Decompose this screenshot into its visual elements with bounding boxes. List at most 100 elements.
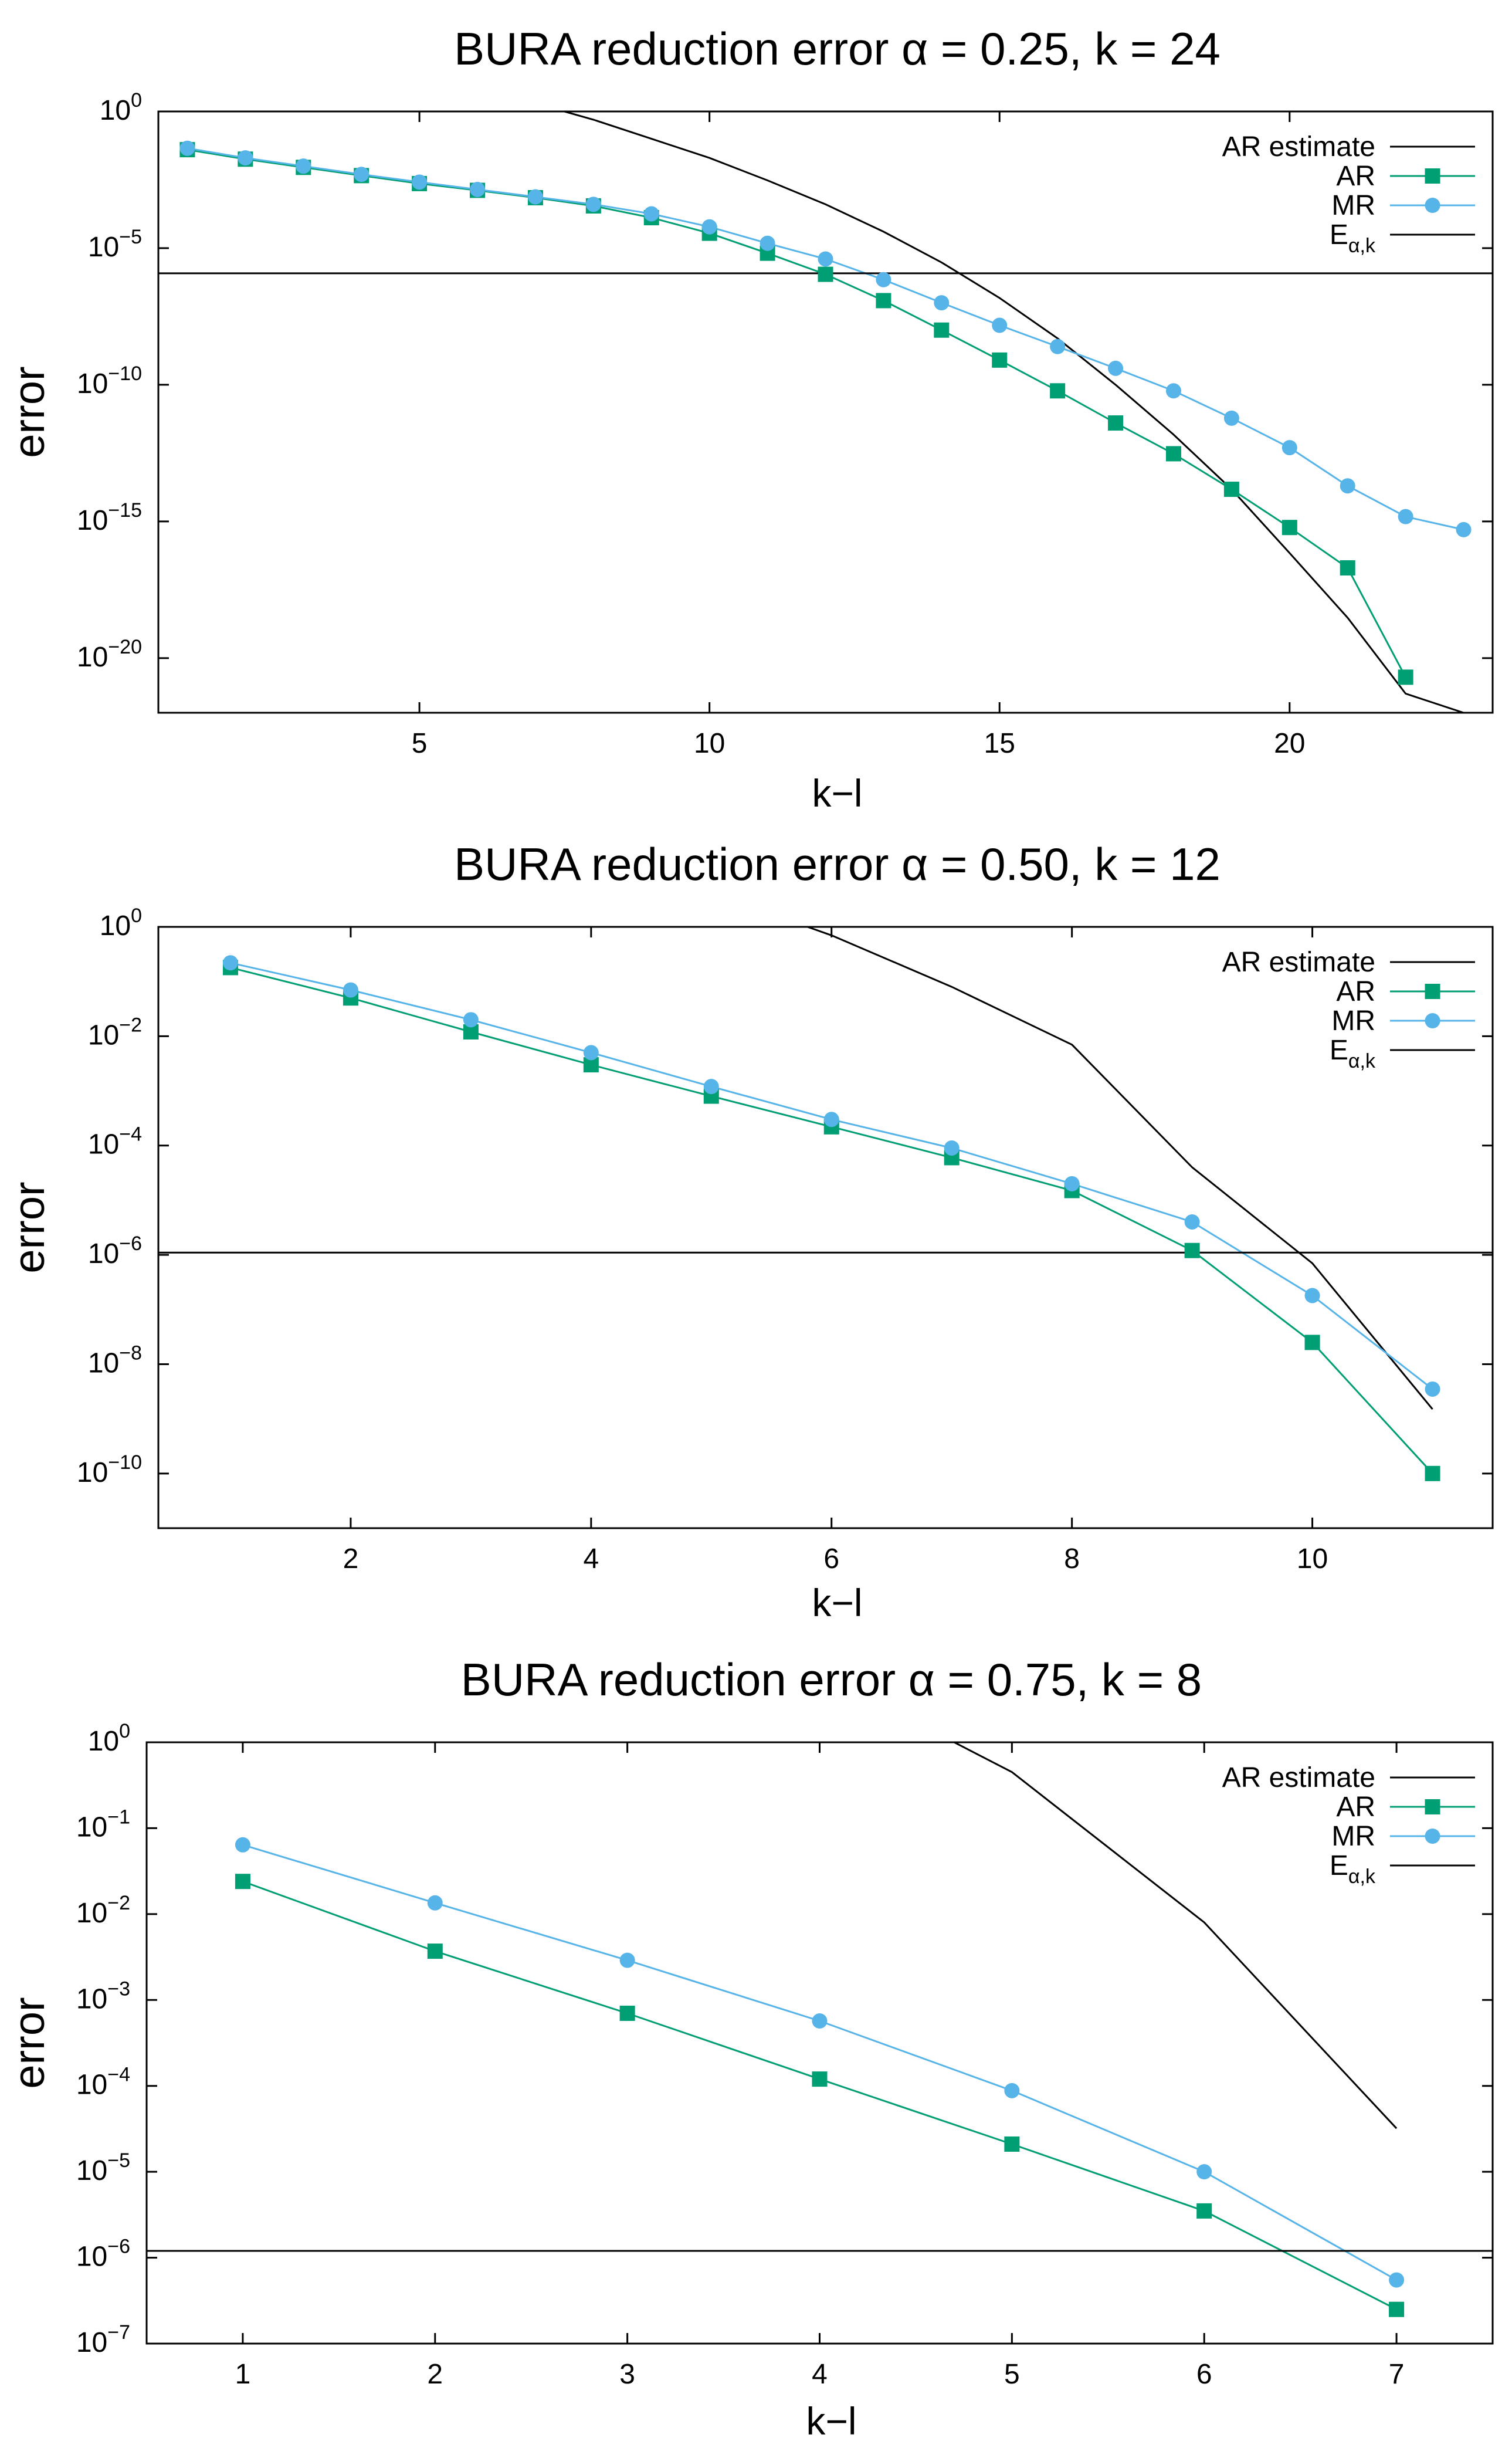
x-tick-label: 5 <box>412 728 428 759</box>
y-tick-label: 10−4 <box>88 1123 142 1160</box>
y-tick-label: 10−2 <box>76 1892 130 1929</box>
x-tick-label: 4 <box>583 1543 599 1575</box>
y-tick-base: 10 <box>77 505 108 536</box>
legend-label-ar-estimate: AR estimate <box>1222 1762 1375 1793</box>
mr-marker <box>222 955 238 971</box>
y-tick-exponent: −1 <box>107 1806 130 1828</box>
y-tick-exponent: −4 <box>107 2064 130 2086</box>
x-tick-label: 2 <box>427 2359 443 2390</box>
ar-marker <box>876 293 891 309</box>
y-tick-exponent: −5 <box>119 226 142 248</box>
mr-marker <box>760 235 775 251</box>
mr-marker <box>1004 2083 1020 2098</box>
y-tick-label: 10−20 <box>77 636 142 673</box>
y-tick-label: 100 <box>100 89 142 126</box>
mr-marker <box>179 140 195 156</box>
mr-marker <box>934 295 950 311</box>
legend-label-ar: AR <box>1336 1792 1375 1823</box>
legend-label-subscript: α,k <box>1348 1050 1376 1072</box>
y-tick-exponent: −8 <box>119 1342 142 1364</box>
series-ar-line <box>187 148 1406 678</box>
y-tick-exponent: −4 <box>119 1123 142 1146</box>
x-tick-label: 1 <box>235 2359 251 2390</box>
y-tick-base: 10 <box>77 642 108 673</box>
mr-marker <box>585 197 601 212</box>
y-tick-exponent: −2 <box>107 1892 130 1914</box>
legend-label-ar: AR <box>1336 161 1375 192</box>
mr-marker <box>1398 509 1413 524</box>
ar-marker <box>1004 2136 1020 2152</box>
mr-marker <box>703 1079 719 1095</box>
y-tick-label: 10−5 <box>88 226 142 263</box>
x-axis-label: k−l <box>806 2399 856 2443</box>
y-tick-exponent: −10 <box>108 363 142 385</box>
mr-marker <box>1223 410 1239 426</box>
legend-label-mr: MR <box>1331 190 1375 221</box>
y-tick-base: 10 <box>76 1898 107 1929</box>
y-tick-label: 10−5 <box>76 2149 130 2186</box>
legend-marker-mr <box>1425 198 1440 213</box>
legend-label-e-alpha-k: Eα,k <box>1330 1850 1376 1888</box>
mr-marker <box>354 167 369 182</box>
ar-marker <box>1184 1242 1200 1258</box>
mr-marker <box>427 1895 443 1911</box>
y-tick-label: 10−15 <box>77 499 142 536</box>
y-tick-exponent: −2 <box>119 1014 142 1036</box>
y-tick-label: 10−7 <box>76 2321 130 2358</box>
y-tick-base: 10 <box>76 2070 107 2101</box>
y-tick-exponent: −6 <box>119 1233 142 1255</box>
mr-marker <box>1064 1176 1080 1191</box>
y-tick-label: 10−10 <box>77 1451 142 1488</box>
plot-area <box>158 111 1493 713</box>
mr-marker <box>1165 383 1181 399</box>
ar-marker <box>235 1874 250 1890</box>
legend-marker-ar <box>1425 984 1440 999</box>
chart-title: BURA reduction error α = 0.75, k = 8 <box>461 1654 1202 1705</box>
ar-marker <box>427 1943 443 1959</box>
y-tick-label: 10−3 <box>76 1978 130 2014</box>
mr-marker <box>1196 2164 1212 2180</box>
ar-marker <box>1282 520 1297 536</box>
ar-marker <box>1389 2301 1405 2317</box>
chart-title: BURA reduction error α = 0.50, k = 12 <box>454 838 1221 890</box>
y-tick-exponent: −20 <box>108 636 142 658</box>
mr-marker <box>1184 1214 1200 1230</box>
ar-marker <box>812 2071 828 2087</box>
y-tick-label: 10−1 <box>76 1806 130 1843</box>
plot-frame <box>157 110 1494 714</box>
series-mr-line <box>230 961 1433 1390</box>
y-tick-exponent: −7 <box>107 2321 130 2344</box>
mr-marker <box>1304 1288 1320 1303</box>
x-tick-label: 15 <box>984 728 1015 759</box>
chart-alpha-075: BURA reduction error α = 0.75, k = 8 erro… <box>5 1654 1494 2443</box>
y-axis-label: error <box>5 1997 53 2088</box>
mr-marker <box>235 1837 250 1853</box>
legend-label-ar-estimate: AR estimate <box>1222 131 1375 162</box>
legend-label-e-alpha-k: Eα,k <box>1330 1035 1376 1072</box>
x-tick-label: 7 <box>1389 2359 1405 2390</box>
legend-label-base: E <box>1330 219 1348 250</box>
y-tick-base: 10 <box>76 1983 107 2014</box>
x-axis-label: k−l <box>812 771 862 815</box>
ar-marker <box>1340 560 1355 576</box>
mr-marker <box>583 1045 599 1061</box>
mr-marker <box>343 982 358 998</box>
mr-marker <box>412 174 428 190</box>
y-tick-exponent: 0 <box>131 89 142 111</box>
mr-marker <box>1389 2272 1405 2288</box>
plot-area <box>158 927 1493 1474</box>
series-ar-estimate-line <box>954 1742 1398 2129</box>
chart-title: BURA reduction error α = 0.25, k = 24 <box>454 23 1221 75</box>
y-tick-base: 10 <box>88 1129 119 1160</box>
ar-marker <box>818 266 833 282</box>
x-axis-label: k−l <box>812 1581 862 1624</box>
mr-marker <box>527 189 543 205</box>
ar-marker <box>1223 482 1239 497</box>
legend-label-e-alpha-k: Eα,k <box>1330 219 1376 257</box>
y-tick-exponent: 0 <box>131 905 142 927</box>
series-mr-line <box>242 1844 1397 2281</box>
legend-marker-mr <box>1425 1013 1440 1028</box>
mr-marker <box>992 317 1008 333</box>
y-tick-exponent: −6 <box>107 2236 130 2258</box>
legend-marker-ar <box>1425 168 1440 184</box>
